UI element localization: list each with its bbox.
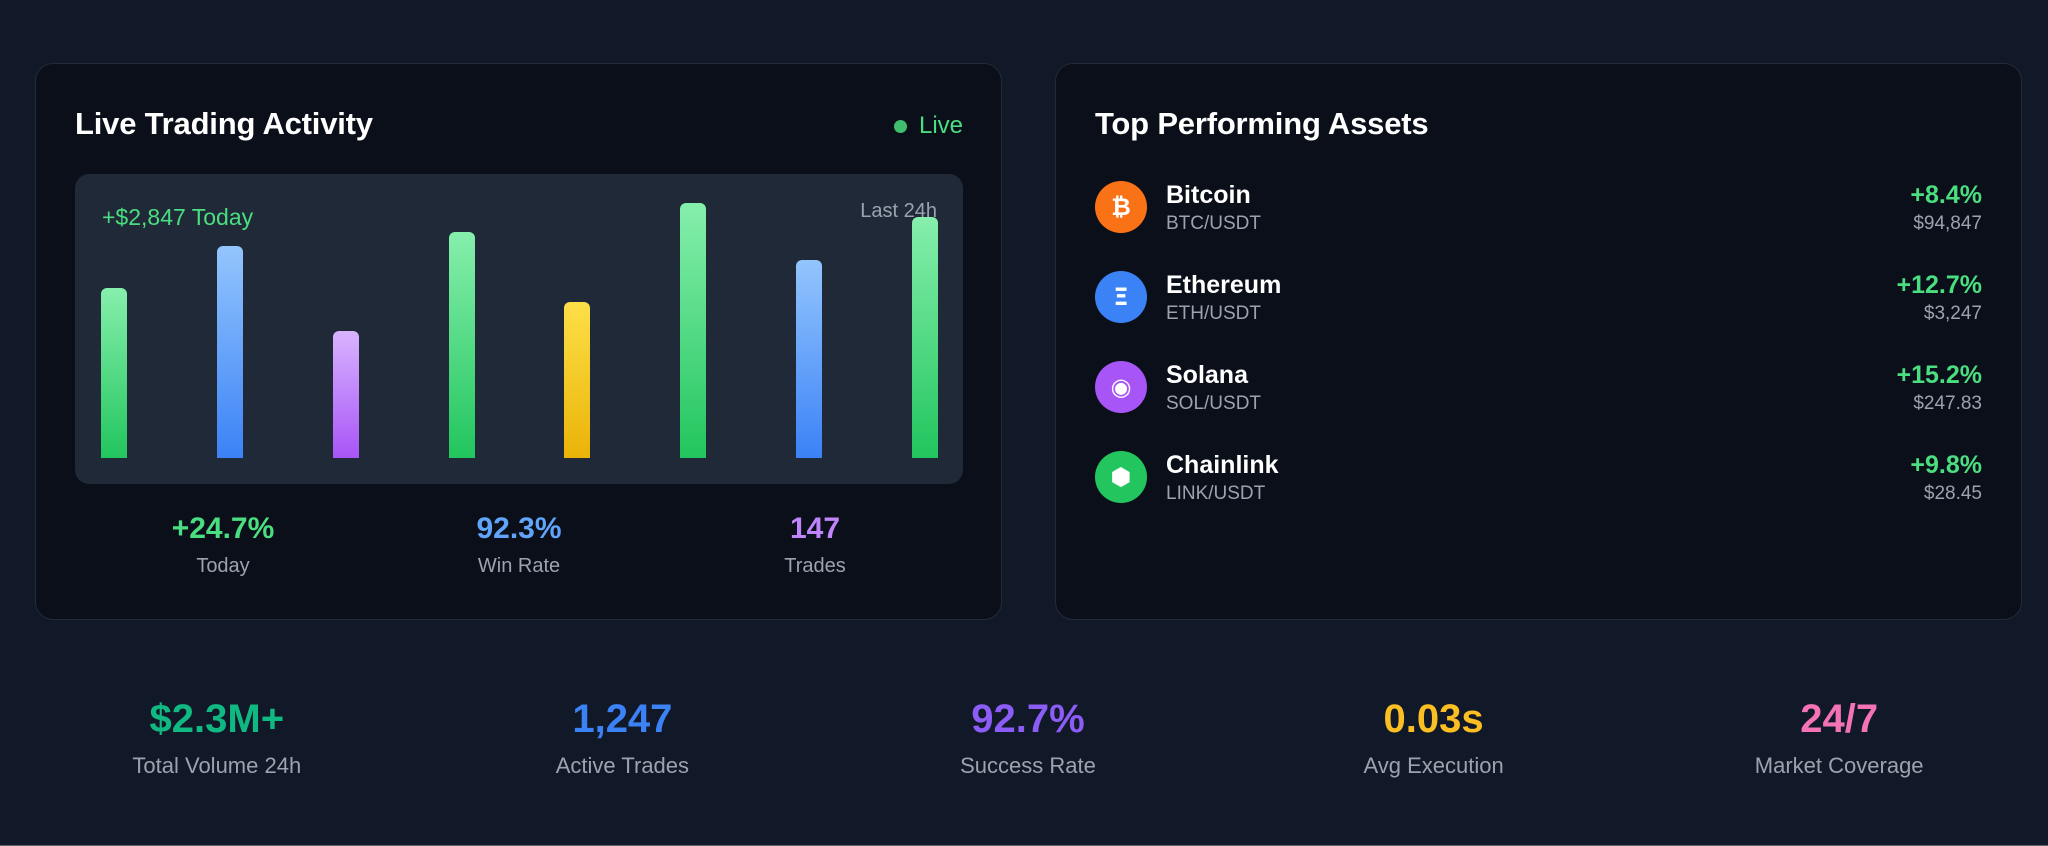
stat-label: Today: [196, 555, 250, 577]
chart-bar-6: [680, 203, 706, 458]
top-assets-title: Top Performing Assets: [1095, 106, 1429, 141]
summary-market-coverage: 24/7 Market Coverage: [1636, 695, 2042, 779]
asset-pair: LINK/USDT: [1166, 483, 1266, 504]
asset-name: Chainlink: [1166, 451, 1279, 479]
asset-row-chainlink[interactable]: ⬢ Chainlink LINK/USDT +9.8% $28.45: [1095, 450, 1982, 540]
ethereum-icon: Ξ: [1095, 271, 1147, 323]
summary-avg-execution: 0.03s Avg Execution: [1231, 695, 1637, 779]
chart-bar-3: [333, 331, 359, 458]
chart-bar-7: [796, 260, 822, 458]
live-label: Live: [918, 112, 963, 139]
stat-value: +24.7%: [171, 512, 275, 545]
asset-pair: ETH/USDT: [1166, 303, 1261, 324]
asset-row-ethereum[interactable]: Ξ Ethereum ETH/USDT +12.7% $3,247: [1095, 270, 1982, 360]
asset-price: $94,847: [1913, 213, 1982, 234]
asset-row-solana[interactable]: ◉ Solana SOL/USDT +15.2% $247.83: [1095, 360, 1982, 450]
chart-bar-2: [217, 246, 243, 458]
live-trading-card: Live Trading Activity Live +$2,847 Today…: [35, 63, 1002, 620]
asset-pair: BTC/USDT: [1166, 213, 1261, 234]
asset-change: +8.4%: [1910, 181, 1982, 209]
asset-change: +9.8%: [1910, 451, 1982, 479]
summary-value: 24/7: [1800, 697, 1879, 741]
stat-today: +24.7% Today: [75, 511, 371, 578]
chainlink-icon: ⬢: [1095, 451, 1147, 503]
asset-pair: SOL/USDT: [1166, 393, 1262, 414]
asset-change: +12.7%: [1896, 271, 1983, 299]
asset-name: Bitcoin: [1166, 181, 1251, 209]
chart-bars: [101, 175, 938, 458]
summary-label: Active Trades: [555, 753, 690, 778]
summary-value: 0.03s: [1383, 697, 1484, 741]
summary-label: Market Coverage: [1754, 753, 1924, 778]
activity-chart: +$2,847 Today Last 24h: [75, 174, 963, 484]
summary-total-volume: $2.3M+ Total Volume 24h: [14, 695, 420, 779]
bitcoin-icon: ₿: [1095, 181, 1147, 233]
asset-name: Solana: [1166, 361, 1248, 389]
summary-active-trades: 1,247 Active Trades: [420, 695, 826, 779]
chart-range-label: Last 24h: [860, 200, 937, 222]
summary-value: 1,247: [572, 697, 673, 741]
stat-value: 92.3%: [476, 512, 562, 545]
summary-success-rate: 92.7% Success Rate: [825, 695, 1231, 779]
chart-bar-8: [912, 217, 938, 458]
asset-price: $3,247: [1923, 303, 1982, 324]
asset-price: $247.83: [1913, 393, 1982, 414]
trading-stats: +24.7% Today 92.3% Win Rate 147 Trades: [75, 511, 963, 578]
chart-bar-5: [564, 302, 590, 458]
live-dot-icon: [893, 119, 907, 133]
asset-list: ₿ Bitcoin BTC/USDT +8.4% $94,847 Ξ Ether…: [1095, 180, 1982, 540]
summary-value: $2.3M+: [149, 697, 285, 741]
asset-name: Ethereum: [1166, 271, 1282, 299]
stat-value: 147: [789, 512, 841, 545]
stat-win-rate: 92.3% Win Rate: [371, 511, 667, 578]
stat-trades: 147 Trades: [667, 511, 963, 578]
live-indicator: Live: [893, 112, 963, 140]
chart-bar-1: [101, 288, 127, 458]
stat-label: Trades: [784, 555, 846, 577]
solana-icon: ◉: [1095, 361, 1147, 413]
chart-gain-label: +$2,847 Today: [102, 204, 254, 230]
asset-row-bitcoin[interactable]: ₿ Bitcoin BTC/USDT +8.4% $94,847: [1095, 180, 1982, 270]
summary-label: Total Volume 24h: [132, 753, 302, 778]
chart-bar-4: [449, 232, 475, 458]
summary-label: Avg Execution: [1363, 753, 1504, 778]
top-assets-card: Top Performing Assets ₿ Bitcoin BTC/USDT…: [1055, 63, 2022, 620]
stat-label: Win Rate: [477, 555, 561, 577]
summary-label: Success Rate: [960, 753, 1096, 778]
asset-change: +15.2%: [1896, 361, 1983, 389]
summary-value: 92.7%: [971, 697, 1085, 741]
asset-price: $28.45: [1923, 483, 1982, 504]
live-trading-title: Live Trading Activity: [75, 106, 373, 141]
summary-stats: $2.3M+ Total Volume 24h 1,247 Active Tra…: [14, 695, 2042, 779]
